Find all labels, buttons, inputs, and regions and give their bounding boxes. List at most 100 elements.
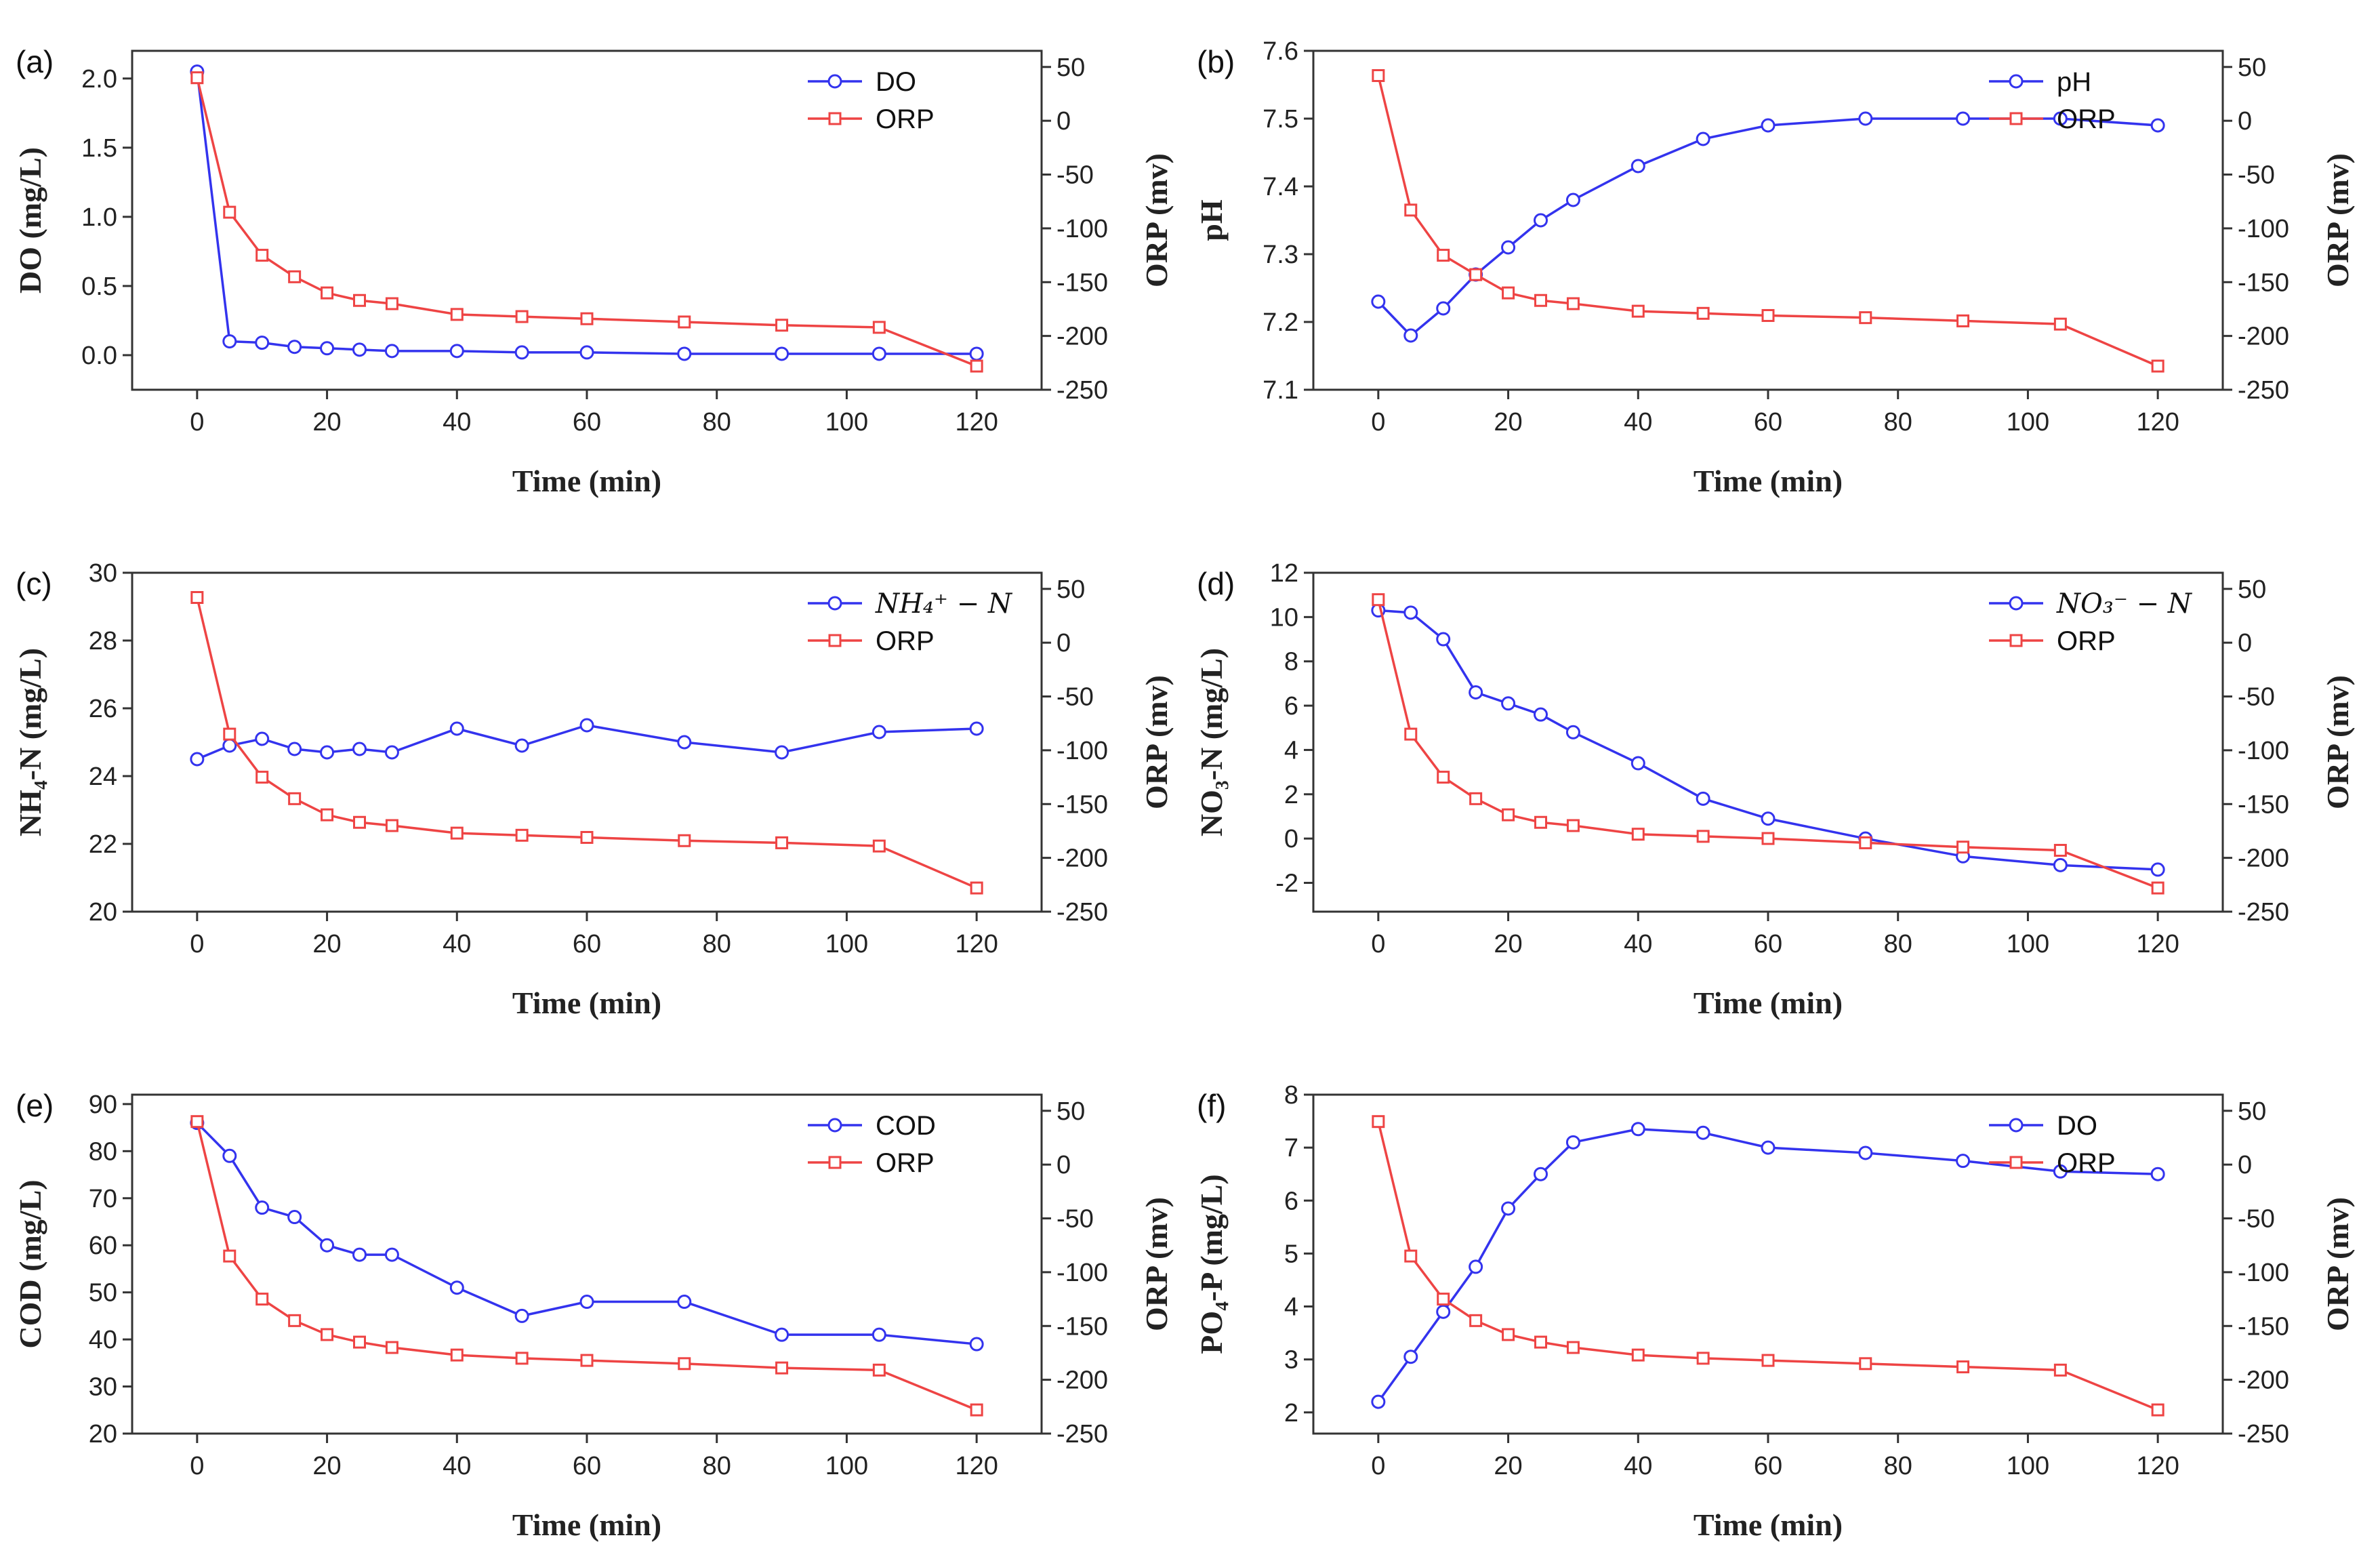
y2-tick-label: -150 [1056,790,1108,819]
y2-tick-label: -100 [2238,1259,2289,1287]
y2-tick-label: -50 [2238,161,2275,190]
data-point [1469,268,1483,281]
x-axis-title: Time (min) [1694,986,1843,1020]
y-tick-label: 2 [1284,781,1298,809]
data-point [871,1327,886,1342]
y2-axis-title: ORP (mv) [1139,675,1174,809]
plot-frame [131,571,1043,913]
data-point [1404,203,1418,217]
data-point [579,345,594,360]
data-point [1371,1394,1386,1409]
data-point [450,1348,464,1362]
data-point [353,815,366,829]
data-point [352,742,367,756]
series-line-primary [1378,609,2158,871]
data-point [1761,118,1776,133]
y-tick-label: 7.1 [1263,376,1298,405]
data-point [1404,727,1418,741]
y-tick-label: 2.0 [81,65,117,94]
data-point [2151,359,2164,373]
legend-marker [2009,1118,2024,1133]
x-axis-title: Time (min) [512,1507,661,1542]
data-point [1956,1360,1970,1374]
data-point [288,792,302,805]
data-point [1469,685,1483,700]
x-tick-label: 80 [703,1452,731,1480]
x-tick-label: 100 [825,1452,868,1480]
y-axis-title: DO (mg/L) [13,147,47,293]
y-tick-label: 80 [89,1137,117,1166]
data-point [677,735,692,750]
y2-tick-label: 0 [2238,1151,2252,1179]
data-point [1372,1115,1385,1129]
data-point [1696,131,1710,146]
y-tick-label: 30 [89,1373,117,1402]
data-point [255,731,270,746]
y2-tick-label: -50 [1056,683,1094,712]
legend-marker [2009,634,2023,647]
y2-tick-label: -100 [2238,737,2289,765]
data-point [1696,1125,1710,1140]
y-tick-label: 8 [1284,648,1298,676]
x-tick-label: 0 [190,930,204,958]
x-tick-label: 80 [1884,408,1912,437]
data-point [1696,306,1710,320]
data-point [1403,328,1418,343]
data-point [1761,832,1775,845]
data-point [579,1295,594,1310]
legend-marker [828,1156,842,1169]
x-axis-title: Time (min) [1694,464,1843,498]
data-point [2151,1403,2164,1417]
panel-label: (e) [16,1088,54,1123]
data-point [1404,1249,1418,1263]
data-point [1858,111,1873,126]
data-point [1761,1140,1776,1155]
y2-tick-label: -200 [1056,845,1108,873]
x-tick-label: 60 [1754,1452,1782,1480]
data-point [1858,1146,1873,1160]
chart-panel-d: (d) 0 20 40 60 80 100 120 Time (min) -2 0 2 4 6 8 10 12 N… [1194,559,2355,1020]
legend-marker [827,1118,842,1133]
x-tick-label: 120 [2136,1452,2179,1480]
legend-label: ORP [2057,1148,2116,1178]
legend-marker [2009,112,2023,125]
data-point [1534,815,1547,829]
panel-label: (d) [1197,566,1235,601]
data-point [255,1200,270,1215]
panel-label: (a) [16,44,54,79]
legend-label: NH₄⁺ − N [875,588,1013,620]
chart-panel-e: (e) 0 20 40 60 80 100 120 Time (min) 20 30 40 50 60 70… [13,1088,1174,1542]
y2-tick-label: -50 [2238,683,2275,712]
data-point [384,344,399,359]
data-point [190,591,204,605]
data-point [1501,696,1516,711]
data-point [514,1308,529,1323]
legend-label: COD [876,1111,936,1141]
data-point [579,718,594,733]
x-axis-title: Time (min) [512,986,661,1020]
data-point [320,1238,335,1253]
y2-axis-title: ORP (mv) [2320,675,2355,809]
y-tick-label: 3 [1284,1346,1298,1375]
data-point [1566,297,1580,310]
x-tick-label: 80 [1884,1452,1912,1480]
x-tick-label: 80 [703,408,731,437]
y2-tick-label: 0 [2238,107,2252,136]
data-point [450,826,464,840]
data-point [449,721,464,736]
data-point [1761,308,1775,322]
data-point [190,752,205,767]
y-tick-label: 4 [1284,1293,1298,1322]
data-point [450,308,464,321]
data-point [1403,1350,1418,1364]
data-point [288,270,302,283]
data-point [1437,1293,1450,1306]
data-point [1469,1259,1483,1274]
data-point [2150,862,2165,877]
x-tick-label: 40 [443,930,471,958]
y2-tick-label: 0 [1056,107,1071,136]
data-point [1437,771,1450,784]
legend-label: ORP [876,1148,935,1178]
legend-marker [828,112,842,125]
legend-label: ORP [2057,104,2116,134]
